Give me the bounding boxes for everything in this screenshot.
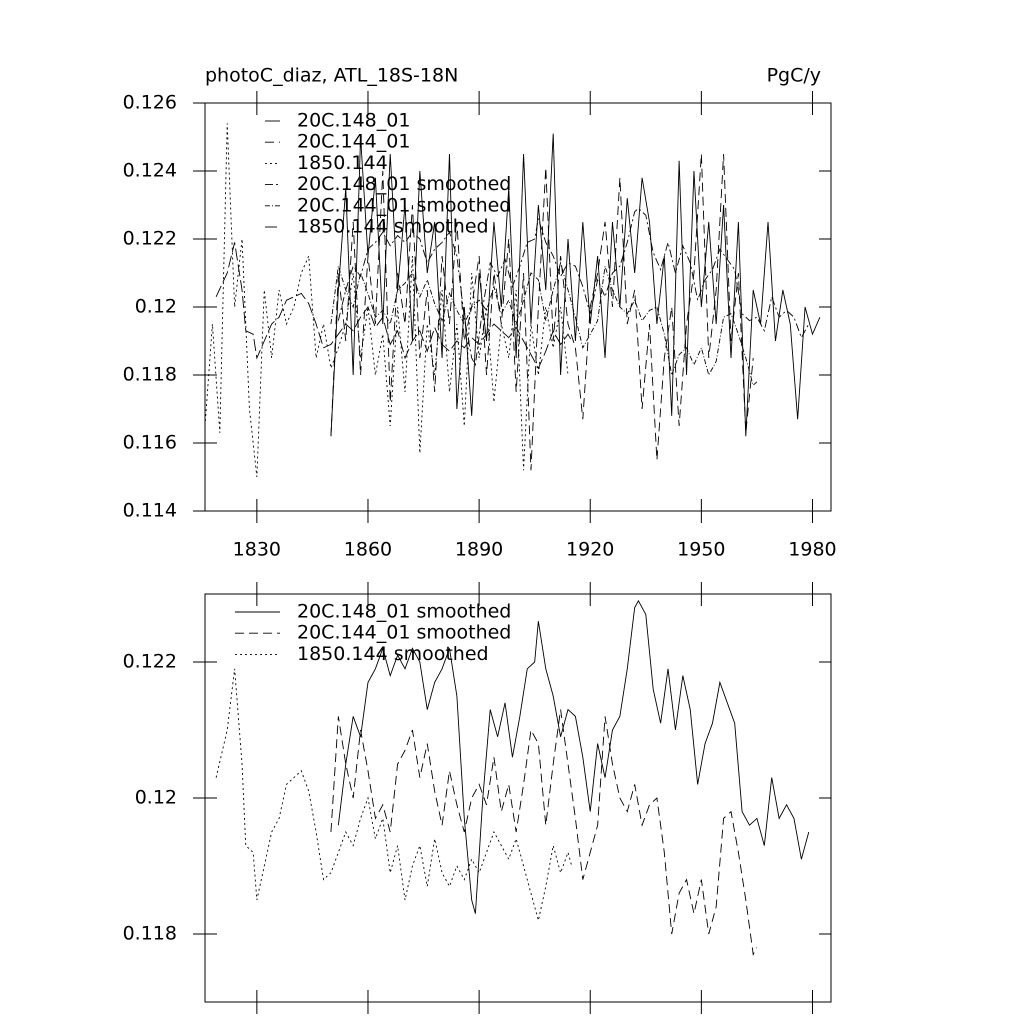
series-line bbox=[330, 709, 758, 956]
x-tick-label: 1920 bbox=[566, 539, 614, 561]
y-tick-label: 0.126 bbox=[123, 92, 177, 114]
y-tick-label: 0.118 bbox=[123, 923, 177, 945]
x-tick-label: 1860 bbox=[344, 539, 392, 561]
y-tick-label: 0.124 bbox=[123, 160, 177, 182]
series-line bbox=[204, 123, 569, 478]
x-tick-label: 1950 bbox=[677, 539, 725, 561]
legend-label: 1850.144 smoothed bbox=[297, 216, 489, 238]
x-tick-label: 1830 bbox=[233, 539, 281, 561]
y-tick-label: 0.12 bbox=[135, 296, 177, 318]
legend-label: 20C.144_01 smoothed bbox=[297, 622, 511, 644]
y-tick-label: 0.118 bbox=[123, 364, 177, 386]
legend-label: 20C.148_01 smoothed bbox=[297, 173, 511, 195]
legend-label: 1850.144 bbox=[297, 152, 388, 174]
series-line bbox=[330, 153, 754, 471]
x-tick-label: 1980 bbox=[788, 539, 836, 561]
legend-label: 20C.148_01 smoothed bbox=[297, 601, 511, 623]
series-line bbox=[330, 261, 758, 387]
legend-label: 1850.144 smoothed bbox=[297, 643, 489, 665]
legend-label: 20C.144_01 smoothed bbox=[297, 194, 511, 216]
series-line bbox=[337, 599, 810, 914]
legend-label: 20C.148_01 bbox=[297, 110, 410, 132]
y-tick-label: 0.114 bbox=[123, 500, 177, 522]
y-tick-label: 0.122 bbox=[123, 228, 177, 250]
series-line bbox=[337, 207, 810, 367]
y-tick-label: 0.116 bbox=[123, 432, 177, 454]
chart-title: photoC_diaz, ATL_18S-18N bbox=[205, 65, 458, 87]
series-line bbox=[215, 242, 573, 370]
y-tick-label: 0.122 bbox=[123, 651, 177, 673]
legend-label: 20C.144_01 bbox=[297, 131, 410, 153]
series-line bbox=[215, 668, 573, 921]
y-tick-label: 0.12 bbox=[135, 787, 177, 809]
units-label: PgC/y bbox=[767, 65, 821, 87]
x-tick-label: 1890 bbox=[455, 539, 503, 561]
